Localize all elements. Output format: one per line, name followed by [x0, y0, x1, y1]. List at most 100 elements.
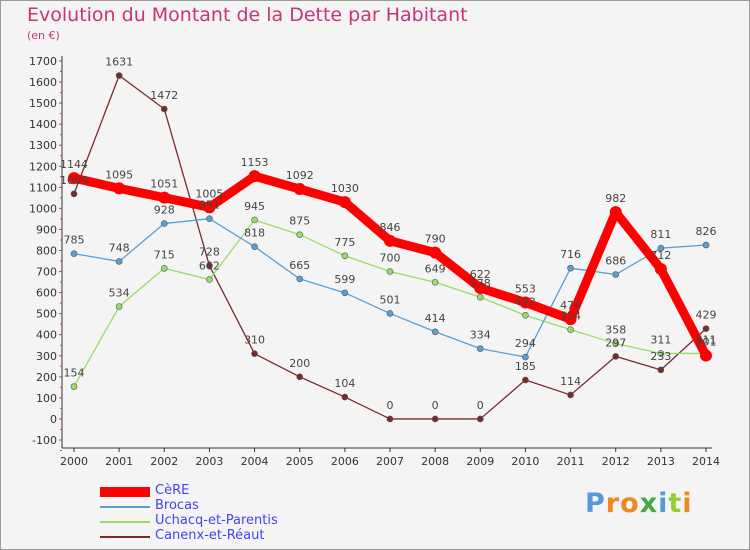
data-label: 700 — [380, 252, 401, 265]
data-label: 1030 — [331, 182, 359, 195]
y-tick-label: 100 — [36, 392, 57, 405]
data-point — [476, 345, 484, 352]
data-point — [567, 391, 574, 399]
y-tick-label: 1600 — [29, 76, 57, 89]
y-tick-label: 900 — [36, 223, 57, 236]
data-point — [341, 393, 349, 401]
data-label: 1005 — [195, 187, 223, 200]
data-label: 311 — [650, 333, 671, 346]
x-tick-label: 2006 — [331, 455, 359, 468]
data-label: 665 — [289, 259, 310, 272]
y-tick-label: 1400 — [29, 118, 57, 131]
data-label: 1069 — [60, 174, 88, 187]
data-label: 114 — [560, 375, 581, 388]
x-tick-label: 2010 — [511, 455, 539, 468]
data-label: 0 — [432, 399, 439, 412]
legend-swatch — [100, 506, 150, 508]
legend-swatch — [100, 487, 150, 497]
data-label: 826 — [696, 225, 717, 238]
x-tick-label: 2003 — [195, 455, 223, 468]
data-point — [612, 340, 620, 347]
y-tick-label: 300 — [36, 350, 57, 363]
data-point — [612, 271, 620, 278]
data-label: 154 — [64, 367, 85, 380]
logo-letter: r — [605, 488, 621, 519]
data-point — [522, 376, 529, 384]
data-point — [522, 312, 529, 319]
data-point — [567, 264, 574, 272]
data-label: 728 — [199, 246, 220, 259]
data-point — [702, 325, 710, 332]
data-label: 200 — [289, 357, 310, 370]
data-point — [296, 275, 304, 283]
data-label: 599 — [334, 273, 355, 286]
data-point — [522, 353, 529, 361]
y-tick-label: 700 — [36, 266, 57, 279]
data-label: 0 — [477, 399, 484, 412]
data-label: 715 — [154, 248, 175, 261]
x-tick-label: 2002 — [150, 455, 178, 468]
y-tick-label: 1100 — [29, 181, 57, 194]
data-point — [251, 243, 258, 251]
data-point — [609, 206, 622, 219]
data-point — [657, 366, 665, 374]
x-tick-label: 2000 — [60, 455, 88, 468]
logo-letter: x — [639, 488, 659, 519]
data-label: 474 — [560, 299, 581, 312]
data-label: 748 — [109, 241, 130, 254]
data-label: 811 — [650, 228, 671, 241]
logo-letter: t — [668, 488, 683, 519]
y-tick-label: 800 — [36, 245, 57, 258]
data-label: 775 — [334, 236, 355, 249]
y-tick-label: 200 — [36, 371, 57, 384]
logo-letter: i — [658, 488, 669, 519]
y-tick-label: 1300 — [29, 139, 57, 152]
data-label: 501 — [380, 293, 401, 306]
data-point — [158, 191, 171, 204]
data-label: 294 — [515, 337, 536, 350]
data-point — [700, 349, 712, 362]
data-label: 185 — [515, 360, 536, 373]
data-point — [70, 190, 78, 198]
y-tick-label: -100 — [32, 434, 57, 447]
x-tick-label: 2001 — [105, 455, 133, 468]
data-point — [68, 172, 80, 185]
data-point — [70, 250, 78, 257]
data-point — [160, 105, 168, 113]
data-label: 297 — [605, 336, 626, 349]
y-tick-label: 1200 — [29, 160, 57, 173]
data-point — [476, 415, 484, 423]
data-point — [474, 281, 487, 294]
data-point — [115, 258, 123, 265]
data-point — [612, 353, 620, 360]
series-line-3 — [73, 74, 707, 420]
data-label: 578 — [470, 277, 491, 290]
data-label: 1092 — [286, 169, 314, 182]
data-point — [248, 170, 261, 183]
data-point — [431, 328, 439, 336]
data-label: 553 — [515, 283, 536, 296]
data-label: 334 — [470, 329, 491, 342]
data-label: 818 — [244, 227, 265, 240]
legend-swatch — [100, 521, 150, 523]
data-point — [476, 293, 484, 301]
data-point — [386, 310, 394, 317]
data-point — [519, 296, 532, 309]
logo-letter: P — [585, 488, 606, 519]
data-label: 686 — [605, 255, 626, 268]
data-point — [657, 350, 665, 357]
data-point — [160, 265, 168, 272]
data-point — [384, 234, 396, 247]
y-tick-label: 600 — [36, 287, 57, 300]
data-label: 534 — [109, 287, 130, 300]
data-label: 301 — [696, 336, 717, 349]
data-point — [293, 183, 306, 196]
data-label: 1051 — [150, 178, 178, 191]
data-point — [251, 216, 258, 224]
data-point — [115, 303, 123, 310]
y-tick-label: 1000 — [29, 202, 57, 215]
x-tick-label: 2011 — [557, 455, 585, 468]
legend-label: Canenx-et-Réaut — [155, 528, 265, 543]
data-label: 1153 — [241, 156, 269, 169]
